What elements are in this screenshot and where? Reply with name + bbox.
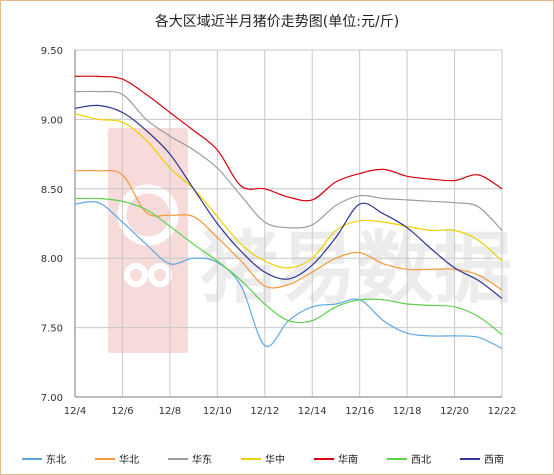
grid-lines	[74, 49, 503, 398]
x-tick-label: 12/6	[111, 406, 133, 417]
x-tick-label: 12/18	[393, 406, 422, 417]
series-line-5	[74, 197, 503, 335]
series-lines	[74, 75, 503, 349]
y-tick-label: 8.00	[41, 254, 63, 265]
x-tick-label: 12/12	[250, 406, 279, 417]
x-tick-label: 12/8	[159, 406, 181, 417]
chart-title: 各大区域近半月猪价走势图(单位:元/斤)	[155, 14, 399, 30]
x-tick-label: 12/14	[298, 406, 327, 417]
series-line-6	[74, 104, 503, 299]
x-tick-label: 12/10	[203, 406, 232, 417]
watermark-logo-block	[108, 128, 188, 353]
legend-label: 东北	[46, 453, 66, 466]
legend-label: 华东	[192, 453, 212, 466]
series-line-1	[74, 169, 503, 291]
legend-label: 华北	[119, 453, 139, 466]
x-tick-label: 12/16	[345, 406, 374, 417]
x-tick-label: 12/4	[64, 406, 86, 417]
series-line-3	[74, 113, 503, 269]
y-tick-label: 7.50	[41, 324, 63, 335]
legend: 东北 华北 华东 华中 华南 西北 西南	[22, 453, 504, 466]
legend-label: 华中	[265, 453, 285, 466]
y-tick-label: 9.50	[41, 46, 63, 57]
legend-label: 华南	[338, 453, 358, 466]
series-line-2	[74, 90, 503, 231]
y-tick-label: 8.50	[41, 185, 63, 196]
x-tick-label: 12/20	[440, 406, 469, 417]
series-line-4	[74, 75, 503, 202]
legend-label: 西南	[484, 453, 504, 466]
legend-label: 西北	[411, 454, 431, 466]
y-tick-label: 9.00	[41, 115, 63, 126]
x-tick-label: 12/22	[488, 406, 517, 417]
y-tick-label: 7.00	[41, 393, 63, 404]
